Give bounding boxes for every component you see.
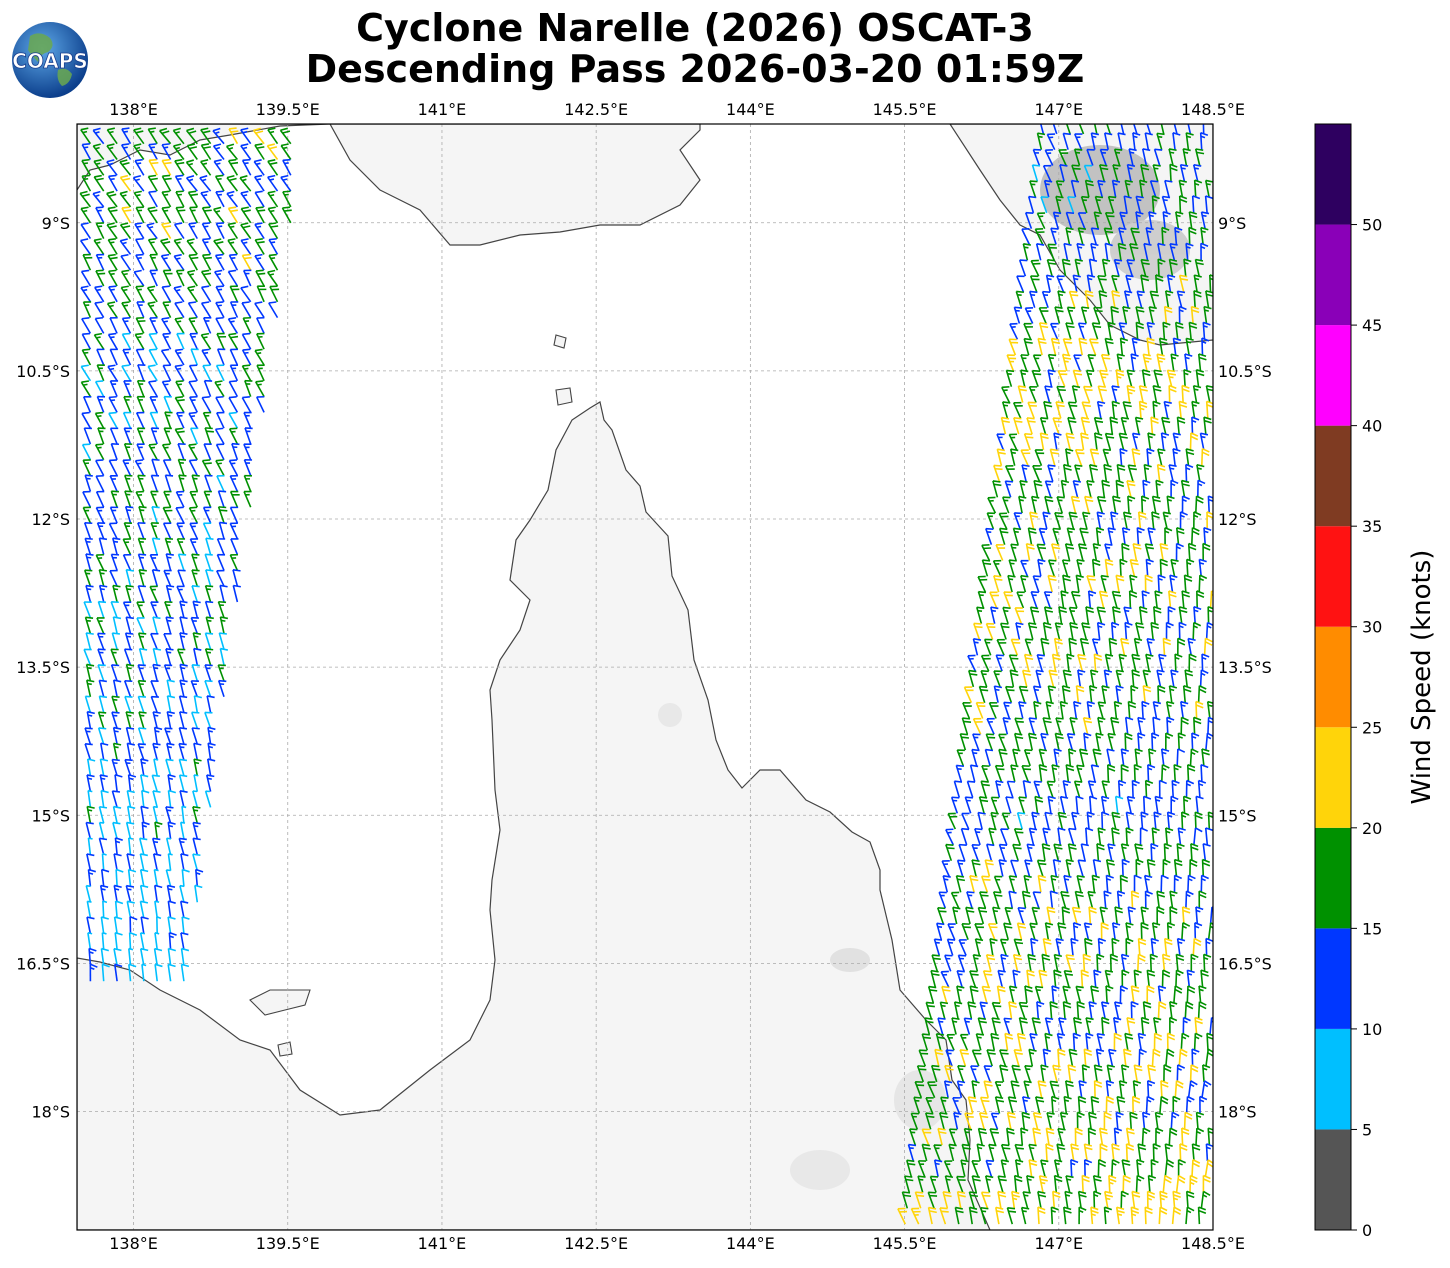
lon-tick-label-top: 139.5°E	[256, 100, 320, 119]
colorbar-tick-label: 0	[1362, 1221, 1372, 1240]
colorbar-bin	[1315, 325, 1351, 426]
lon-tick-label-top: 147°E	[1034, 100, 1083, 119]
lat-tick-label-left: 16.5°S	[16, 954, 70, 973]
lat-tick-label-left: 15°S	[31, 806, 70, 825]
lon-tick-label-bottom: 147°E	[1034, 1234, 1083, 1253]
colorbar-tick-label: 25	[1362, 718, 1382, 737]
lat-tick-label-right: 10.5°S	[1218, 362, 1272, 381]
small-island-1	[554, 335, 566, 348]
lat-tick-label-left: 12°S	[31, 510, 70, 529]
small-island-3	[278, 1042, 292, 1056]
lon-tick-label-top: 148.5°E	[1181, 100, 1245, 119]
lon-tick-label-top: 141°E	[418, 100, 467, 119]
lat-tick-label-left: 9°S	[42, 214, 70, 233]
lon-tick-label-bottom: 145.5°E	[873, 1234, 937, 1253]
colorbar-tick-label: 5	[1362, 1120, 1372, 1139]
colorbar-tick-label: 20	[1362, 819, 1382, 838]
colorbar-label: Wind Speed (knots)	[1407, 550, 1437, 805]
colorbar-bin	[1315, 828, 1351, 929]
lon-tick-label-top: 142.5°E	[564, 100, 628, 119]
lon-tick-label-top: 144°E	[726, 100, 775, 119]
colorbar-bin	[1315, 928, 1351, 1029]
colorbar-tick-label: 50	[1362, 216, 1382, 235]
lon-tick-label-bottom: 139.5°E	[256, 1234, 320, 1253]
colorbar-bin	[1315, 526, 1351, 627]
lat-tick-label-left: 18°S	[31, 1103, 70, 1122]
colorbar-tick-label: 45	[1362, 316, 1382, 335]
colorbar-bin	[1315, 727, 1351, 828]
lat-tick-label-right: 18°S	[1218, 1103, 1257, 1122]
lon-tick-label-bottom: 142.5°E	[564, 1234, 628, 1253]
colorbar-ticks: 0 5 10 15 20 25 30 35 40 45 50	[1351, 216, 1382, 1240]
colorbar-bins	[1315, 124, 1351, 1230]
lon-tick-label-bottom: 138°E	[109, 1234, 158, 1253]
coaps-logo: COAPS	[12, 22, 88, 98]
colorbar-tick-label: 35	[1362, 517, 1382, 536]
lon-tick-label-bottom: 144°E	[726, 1234, 775, 1253]
map-panel: 138°E 138°E 139.5°E 139.5°E 141°E 141°E 142.5°…	[16, 100, 1272, 1253]
colorbar: 0 5 10 15 20 25 30 35 40 45 50 Wind Speed (knots)	[1315, 124, 1437, 1240]
map-title-line1: Cyclone Narelle (2026) OSCAT-3	[356, 6, 1034, 50]
lat-tick-label-right: 13.5°S	[1218, 658, 1272, 677]
colorbar-tick-label: 40	[1362, 417, 1382, 436]
map-title-line2: Descending Pass 2026-03-20 01:59Z	[306, 47, 1085, 91]
lat-tick-label-right: 12°S	[1218, 510, 1257, 529]
lat-tick-label-left: 13.5°S	[16, 658, 70, 677]
colorbar-tick-label: 30	[1362, 618, 1382, 637]
colorbar-bin	[1315, 426, 1351, 527]
lat-tick-label-left: 10.5°S	[16, 362, 70, 381]
colorbar-bin	[1315, 1129, 1351, 1230]
lon-tick-label-bottom: 148.5°E	[1181, 1234, 1245, 1253]
lon-tick-label-top: 145.5°E	[873, 100, 937, 119]
colorbar-bin	[1315, 225, 1351, 326]
small-island-2	[556, 388, 572, 405]
lat-tick-label-right: 15°S	[1218, 806, 1257, 825]
colorbar-tick-label: 15	[1362, 919, 1382, 938]
colorbar-tick-label: 10	[1362, 1020, 1382, 1039]
lon-tick-label-top: 138°E	[109, 100, 158, 119]
lon-tick-label-bottom: 141°E	[418, 1234, 467, 1253]
lat-tick-label-right: 9°S	[1218, 214, 1246, 233]
colorbar-bin	[1315, 124, 1351, 225]
colorbar-bin	[1315, 627, 1351, 728]
lat-tick-label-right: 16.5°S	[1218, 954, 1272, 973]
colorbar-bin	[1315, 1029, 1351, 1130]
logo-text: COAPS	[12, 49, 88, 73]
